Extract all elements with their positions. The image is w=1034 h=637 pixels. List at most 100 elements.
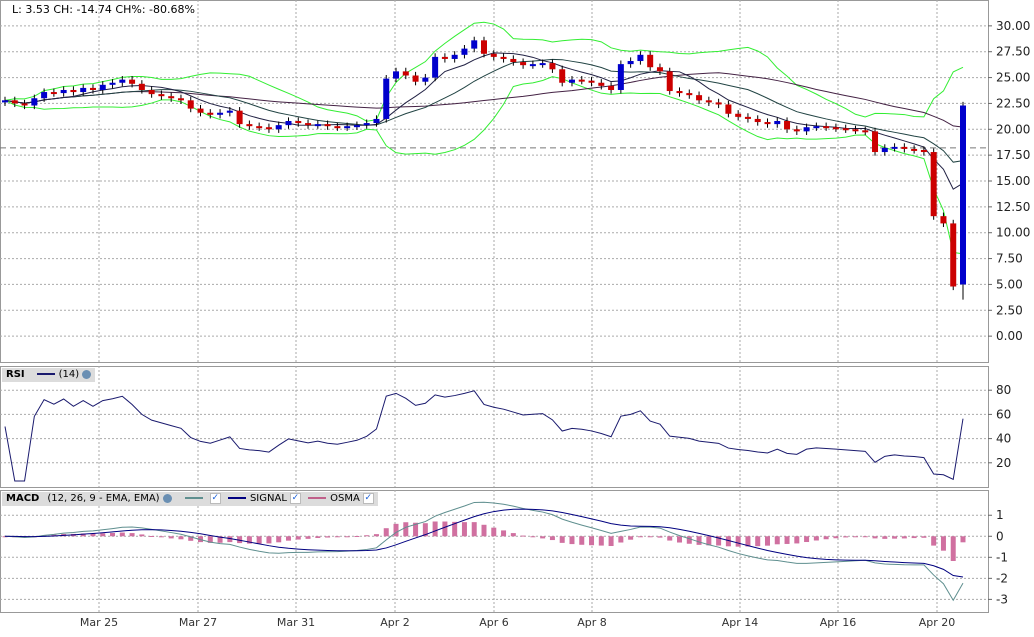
candle-up	[568, 79, 575, 83]
candle-down	[793, 129, 800, 132]
candle-up	[891, 146, 898, 149]
candle-down	[305, 123, 312, 126]
candle-down	[177, 98, 184, 101]
candle-down	[578, 79, 585, 82]
osma-bar	[315, 536, 321, 539]
ma-fast-line	[4, 52, 964, 190]
candle-down	[500, 56, 507, 59]
osma-bar	[657, 536, 663, 538]
osma-bar	[921, 536, 927, 538]
osma-bar	[579, 536, 585, 545]
candle-up	[393, 71, 400, 79]
osma-label: OSMA	[330, 493, 360, 504]
candle-up	[471, 40, 478, 49]
osma-bar	[696, 536, 702, 545]
osma-bar	[461, 522, 467, 537]
settings-globe-icon[interactable]	[82, 369, 92, 379]
macd-legend: MACD (12, 26, 9 - EMA, EMA) ✓ SIGNAL ✓ OSM…	[2, 492, 378, 506]
osma-bar	[217, 536, 223, 543]
osma-bar	[520, 535, 526, 537]
candle-down	[725, 104, 732, 114]
candle-up	[451, 54, 458, 59]
osma-bar	[608, 536, 614, 547]
osma-bar	[530, 536, 536, 538]
candle-up	[41, 92, 48, 99]
osma-bar	[285, 536, 291, 541]
osma-bar	[804, 536, 810, 543]
candle-down	[666, 71, 673, 92]
osma-bar	[110, 532, 116, 537]
osma-bar	[901, 536, 907, 539]
osma-bar	[403, 522, 409, 537]
osma-bar	[207, 536, 213, 543]
osma-bar	[833, 536, 839, 539]
rsi-title: RSI	[6, 369, 25, 380]
candle-down	[735, 113, 742, 117]
candle-down	[158, 94, 165, 97]
rsi-line	[4, 390, 964, 482]
y-tick-label: 30.00	[996, 19, 1030, 33]
x-tick-label: Mar 27	[179, 616, 217, 629]
y-tick-label: 0	[996, 529, 1004, 543]
osma-bar	[129, 533, 135, 537]
y-tick-label: 7.50	[996, 252, 1023, 266]
y-tick-label: 15.00	[996, 174, 1030, 188]
osma-bar	[491, 527, 497, 537]
osma-bar	[51, 534, 57, 537]
candle-down	[862, 130, 869, 133]
candle-up	[285, 121, 292, 126]
osma-bar	[745, 536, 751, 547]
osma-bar	[364, 535, 370, 537]
osma-bar	[862, 536, 868, 538]
candle-down	[70, 89, 77, 93]
candle-up	[109, 82, 116, 85]
y-tick-label: 1	[996, 508, 1004, 522]
signal-checkbox[interactable]: ✓	[289, 492, 301, 504]
candle-up	[774, 121, 781, 125]
candle-down	[832, 127, 839, 130]
osma-bar	[119, 532, 125, 537]
x-tick-label: Apr 16	[820, 616, 857, 629]
osma-bar	[852, 536, 858, 538]
osma-bar	[393, 523, 399, 537]
x-tick-label: Apr 20	[919, 616, 956, 629]
candle-down	[187, 100, 194, 109]
osma-bar	[618, 536, 624, 543]
y-tick-label: -3	[996, 592, 1008, 606]
macd-checkbox[interactable]: ✓	[209, 492, 221, 504]
candle-down	[50, 92, 57, 95]
ma-slow-line	[4, 72, 964, 128]
osma-bar	[168, 536, 174, 539]
osma-bar	[960, 536, 966, 543]
candle-up	[80, 87, 87, 93]
osma-bar	[589, 536, 595, 546]
osma-bar	[149, 535, 155, 537]
candle-up	[217, 112, 224, 115]
osma-bar	[843, 536, 849, 538]
osma-bar	[540, 536, 546, 539]
osma-bar	[716, 536, 722, 546]
osma-bar	[90, 533, 96, 537]
y-tick-label: 17.50	[996, 148, 1030, 162]
y-tick-label: -1	[996, 550, 1008, 564]
rsi-swatch	[36, 373, 55, 375]
x-tick-label: Mar 25	[80, 616, 118, 629]
candle-down	[168, 96, 175, 99]
candle-down	[676, 91, 683, 94]
candle-down	[950, 223, 957, 287]
y-tick-label: 27.50	[996, 45, 1030, 59]
osma-bar	[735, 536, 741, 547]
candle-down	[402, 71, 409, 76]
osma-bar	[549, 536, 555, 541]
candle-down	[696, 95, 703, 101]
settings-globe-icon[interactable]	[162, 493, 172, 503]
candle-down	[129, 79, 136, 84]
candle-up	[461, 48, 468, 55]
candle-up	[422, 77, 429, 82]
candle-down	[852, 129, 859, 132]
x-tick-label: Apr 8	[577, 616, 607, 629]
candle-up	[539, 63, 546, 66]
candle-down	[559, 69, 566, 83]
osma-checkbox[interactable]: ✓	[362, 492, 374, 504]
